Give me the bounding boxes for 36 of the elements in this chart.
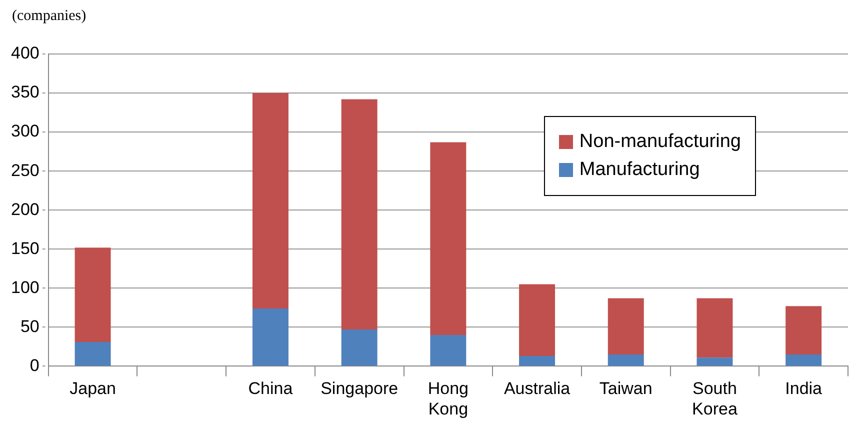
y-tick-label: 150 <box>10 238 40 258</box>
y-tick-label: 0 <box>30 356 40 375</box>
y-tick-label: 250 <box>10 160 40 180</box>
legend-label: Non-manufacturing <box>579 131 741 153</box>
y-tick-label: 100 <box>10 278 40 297</box>
x-tick-label: Hong Kong <box>428 379 468 418</box>
bar <box>696 358 733 366</box>
x-tick-label: Japan <box>70 379 116 398</box>
bar <box>252 93 288 308</box>
x-tick-label: Singapore <box>320 379 398 398</box>
y-tick-label: 350 <box>10 82 40 102</box>
bar <box>519 284 556 356</box>
bar <box>696 298 733 358</box>
x-tick-label: Australia <box>504 379 571 398</box>
bar <box>786 306 822 354</box>
bar <box>786 354 822 366</box>
bar <box>519 356 556 366</box>
y-tick-label: 200 <box>10 200 40 219</box>
bar <box>252 308 288 366</box>
bar <box>430 142 466 335</box>
bar <box>74 342 111 366</box>
bar <box>608 298 644 354</box>
bar <box>608 354 644 366</box>
bar <box>341 330 378 366</box>
bar <box>430 334 466 366</box>
x-tick-label: Taiwan <box>599 379 652 398</box>
x-tick-label: South Korea <box>692 379 738 418</box>
y-tick-label: 50 <box>20 316 40 336</box>
y-axis-title: (companies) <box>12 8 86 25</box>
bar <box>341 99 378 330</box>
legend-label: Manufacturing <box>579 159 700 181</box>
x-tick-label: India <box>785 379 823 398</box>
y-tick-label: 400 <box>10 44 40 63</box>
x-tick-label: China <box>248 379 294 398</box>
y-tick-label: 300 <box>10 122 40 141</box>
bar <box>74 248 111 342</box>
